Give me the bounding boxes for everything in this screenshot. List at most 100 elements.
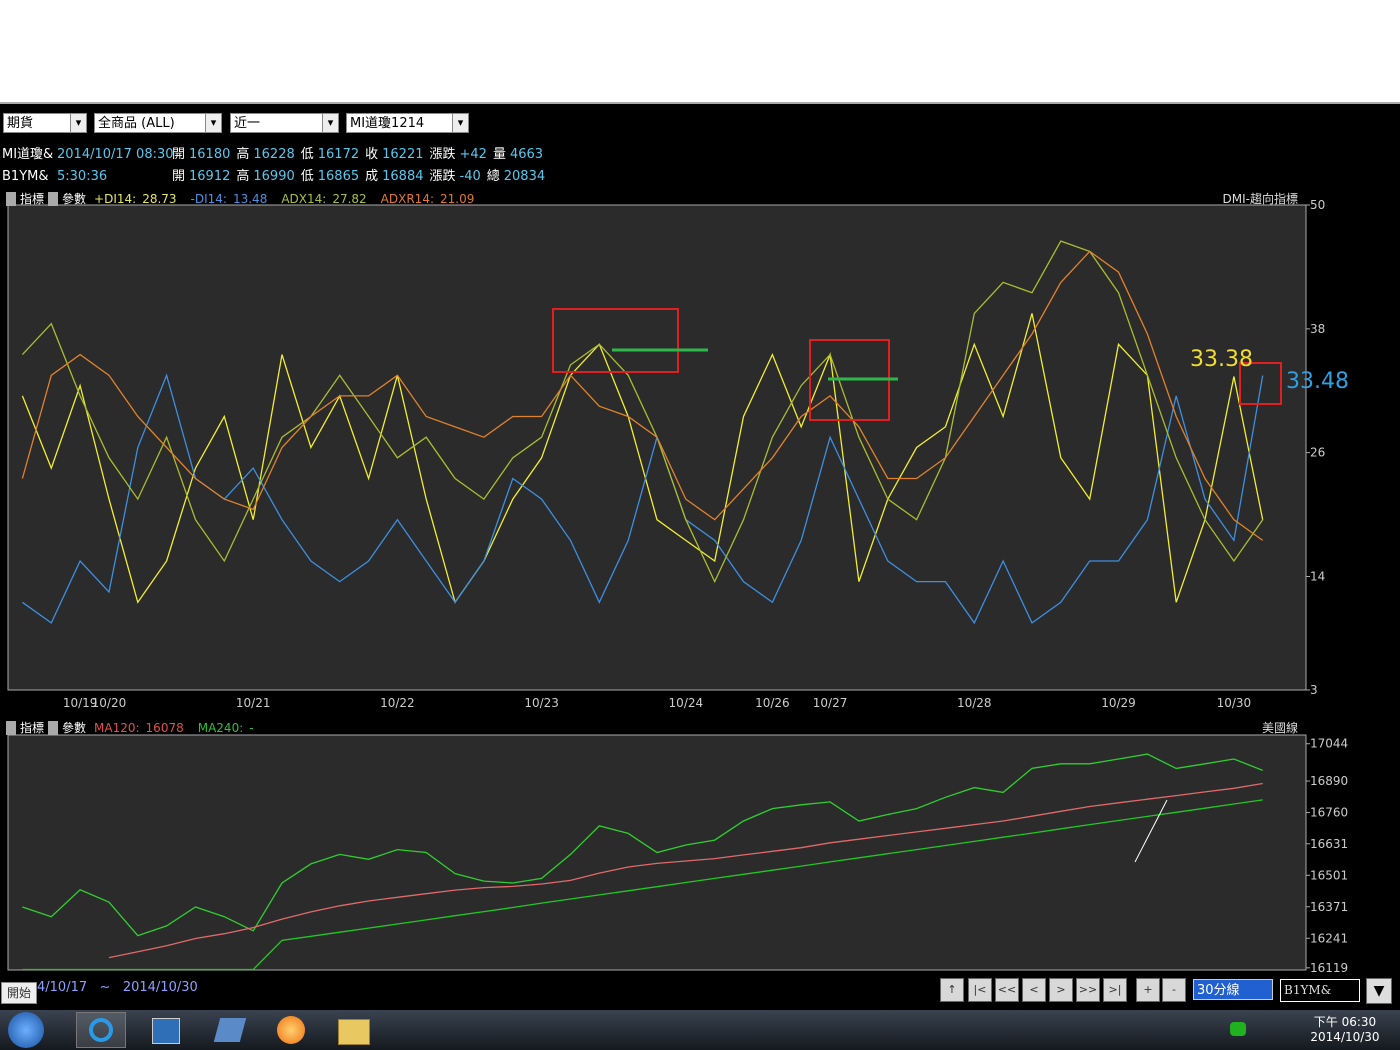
- y-tick-label: 16371: [1310, 900, 1348, 914]
- start-orb[interactable]: [8, 1012, 44, 1048]
- nav-button[interactable]: >: [1049, 978, 1073, 1002]
- field-label: 高: [236, 169, 250, 184]
- x-tick-label: 10/23: [524, 696, 559, 710]
- readout-value: 21.09: [440, 192, 475, 206]
- y-tick-label: 3: [1310, 683, 1318, 697]
- range-start: 4/10/17: [37, 980, 88, 995]
- symbol: MI道瓊&: [2, 147, 54, 162]
- field-value: 16990: [253, 169, 295, 184]
- field-value: -40: [459, 169, 481, 184]
- y-tick-label: 26: [1310, 446, 1325, 460]
- y-tick-label: 16631: [1310, 837, 1348, 851]
- date-range: 4/10/17 ~ 2014/10/30: [37, 980, 198, 995]
- field-value: 16180: [189, 147, 231, 162]
- contract-select[interactable]: 近一: [230, 113, 339, 133]
- folder-icon[interactable]: [338, 1019, 370, 1045]
- x-tick-label: 10/19: [63, 696, 98, 710]
- series-line: [22, 373, 1264, 625]
- readout-label: ADX14:: [281, 192, 327, 206]
- readout-value: 16078: [145, 721, 184, 735]
- series-line: [22, 753, 1263, 937]
- field-value: 16884: [382, 169, 424, 184]
- field-label: 量: [492, 147, 506, 162]
- drawn-line: [1134, 799, 1168, 863]
- nav-button[interactable]: >>: [1076, 978, 1100, 1002]
- range-sep: ~: [99, 980, 111, 995]
- ie-icon[interactable]: [76, 1012, 126, 1048]
- series-line: [22, 799, 1263, 971]
- range-end: 2014/10/30: [122, 980, 198, 995]
- indicator-button[interactable]: 指標: [6, 721, 45, 735]
- highlight-box: [552, 308, 679, 373]
- app-icon[interactable]: [213, 1018, 247, 1042]
- upper-plot: [7, 204, 1307, 691]
- field-value: 16221: [382, 147, 424, 162]
- x-tick-label: 10/24: [669, 696, 704, 710]
- pane-name: 美國線: [1261, 721, 1298, 735]
- field-label: 成: [365, 169, 379, 184]
- y-tick-label: 16890: [1310, 774, 1348, 788]
- symbol-select[interactable]: MI道瓊1214: [346, 113, 469, 133]
- x-tick-label: 10/26: [755, 696, 790, 710]
- x-tick-label: 10/30: [1217, 696, 1252, 710]
- annotation: 33.48: [1286, 369, 1349, 394]
- series-line: [21, 313, 1264, 604]
- field-label: 低: [300, 147, 314, 162]
- x-tick-label: 10/21: [236, 696, 271, 710]
- param-button[interactable]: 參數: [48, 192, 87, 206]
- field-label: 漲跌: [429, 147, 456, 162]
- readout-label: MA120:: [94, 721, 140, 735]
- quote-line: MI道瓊& 2014/10/17 08:30開 16180 高 16228 低 16172 收…: [2, 143, 549, 162]
- field-value: 4663: [509, 147, 544, 162]
- clock-date: 2014/10/30: [1310, 1030, 1380, 1044]
- nav-button[interactable]: |<: [968, 978, 992, 1002]
- media-icon[interactable]: [152, 1018, 180, 1044]
- symbol: B1YM&: [2, 169, 49, 184]
- series-line: [21, 250, 1264, 541]
- field-value: 16865: [317, 169, 360, 184]
- product-select[interactable]: 全商品 (ALL): [94, 113, 222, 133]
- clock-time: 下午 06:30: [1313, 1015, 1377, 1029]
- app-icon[interactable]: [277, 1016, 305, 1044]
- nav-button[interactable]: -: [1162, 978, 1186, 1002]
- symbol-input[interactable]: B1YM&: [1280, 979, 1360, 1002]
- field-label: 漲跌: [429, 169, 456, 184]
- series-line: [108, 782, 1263, 959]
- market-select[interactable]: 期貨: [3, 113, 87, 133]
- nav-button[interactable]: +: [1136, 978, 1160, 1002]
- field-value: +42: [459, 147, 487, 162]
- clock[interactable]: 下午 06:30 2014/10/30: [1310, 1013, 1380, 1044]
- field-label: 開: [172, 169, 186, 184]
- indicator-button[interactable]: 指標: [6, 192, 45, 206]
- quote-time: 5:30:36: [57, 169, 108, 184]
- highlight-box: [1239, 362, 1282, 405]
- readout-label: +DI14:: [94, 192, 137, 206]
- y-tick-label: 17044: [1310, 737, 1348, 751]
- start-button[interactable]: 開始: [1, 982, 37, 1004]
- dropdown-button[interactable]: ▼: [1366, 978, 1392, 1004]
- readout-value: -: [249, 721, 254, 735]
- readout-value: 13.48: [232, 192, 268, 206]
- y-tick-label: 16119: [1310, 961, 1348, 975]
- x-tick-label: 10/28: [957, 696, 992, 710]
- quote-line: B1YM& 5:30:36 開 16912 高 16990 低 16865 成 16884 漲跌 -4…: [2, 165, 551, 184]
- y-tick-label: 16760: [1310, 806, 1348, 820]
- tray-icon[interactable]: [1230, 1022, 1246, 1036]
- x-tick-label: 10/29: [1101, 696, 1136, 710]
- readout-value: 27.82: [332, 192, 367, 206]
- y-tick-label: 16501: [1310, 868, 1348, 882]
- x-tick-label: 10/22: [380, 696, 415, 710]
- nav-button[interactable]: <<: [995, 978, 1019, 1002]
- param-button[interactable]: 參數: [48, 721, 87, 735]
- annotation: 33.38: [1190, 347, 1253, 372]
- series-line: [21, 240, 1264, 584]
- field-label: 低: [300, 169, 314, 184]
- nav-button[interactable]: <: [1022, 978, 1046, 1002]
- nav-button[interactable]: ↑: [940, 978, 964, 1002]
- y-tick-label: 38: [1310, 322, 1325, 336]
- nav-button[interactable]: >|: [1103, 978, 1127, 1002]
- readout-label: MA240:: [197, 721, 244, 735]
- field-value: 16912: [189, 169, 231, 184]
- interval-select[interactable]: 30分線: [1193, 979, 1273, 1000]
